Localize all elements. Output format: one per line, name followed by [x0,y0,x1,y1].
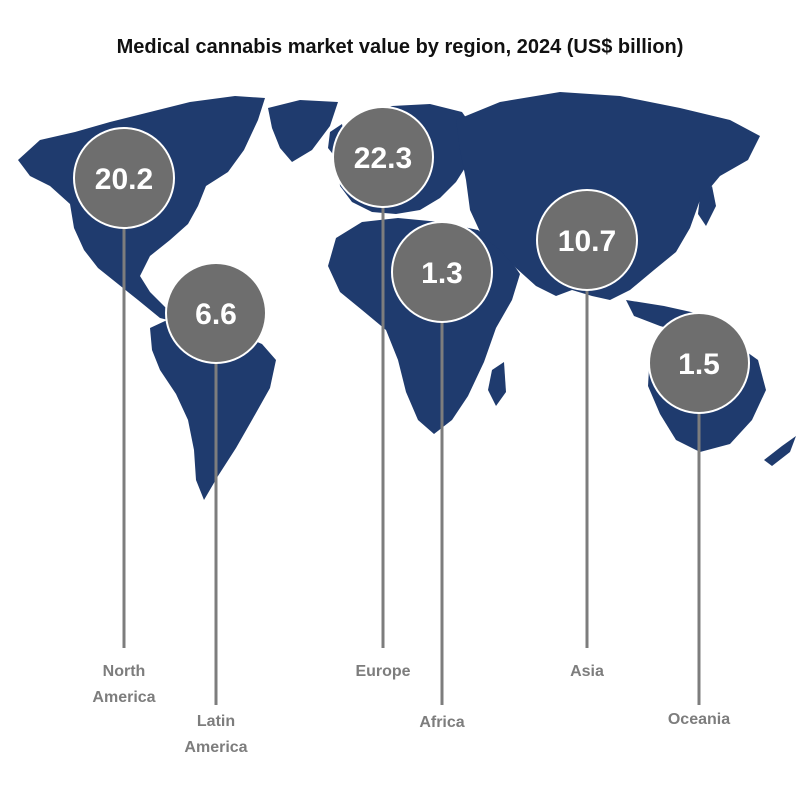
value-label-latin-america: 6.6 [195,298,237,331]
chart-title: Medical cannabis market value by region,… [116,36,684,58]
region-marker-oceania: 1.5 Oceania [648,312,750,728]
region-label-latin-america-line-1: Latin [197,713,235,730]
region-label-africa: Africa [419,714,464,731]
region-label-north-america-line-2: America [92,689,155,706]
continent-south-america [150,314,276,500]
bubble-north-america [73,127,175,229]
island-greenland [268,100,338,162]
island-japan [698,186,716,226]
value-label-africa: 1.3 [421,257,463,290]
bubble-africa [391,221,493,323]
region-label-north-america-line-1: North [103,663,146,680]
value-label-oceania: 1.5 [678,348,720,381]
value-label-north-america: 20.2 [95,163,153,196]
bubble-asia [536,189,638,291]
region-label-oceania: Oceania [668,711,730,728]
region-marker-north-america: 20.2 North America [73,127,175,706]
region-marker-asia: 10.7 Asia [536,189,638,680]
region-marker-africa: 1.3 Africa [391,221,493,731]
region-label-latin-america-line-2: America [184,739,247,756]
value-label-europe: 22.3 [354,142,412,175]
region-label-asia: Asia [570,663,604,680]
region-marker-latin-america: 6.6 Latin America [165,262,267,756]
bubble-europe [332,106,434,208]
island-madagascar [488,362,506,406]
value-label-asia: 10.7 [558,225,616,258]
island-new-zealand [764,436,796,466]
bubble-latin-america [165,262,267,364]
region-markers: 20.2 North America 6.6 Latin America 22.3 Europ… [73,106,750,756]
region-label-europe: Europe [355,663,410,680]
region-marker-europe: 22.3 Europe [332,106,434,680]
bubble-oceania [648,312,750,414]
